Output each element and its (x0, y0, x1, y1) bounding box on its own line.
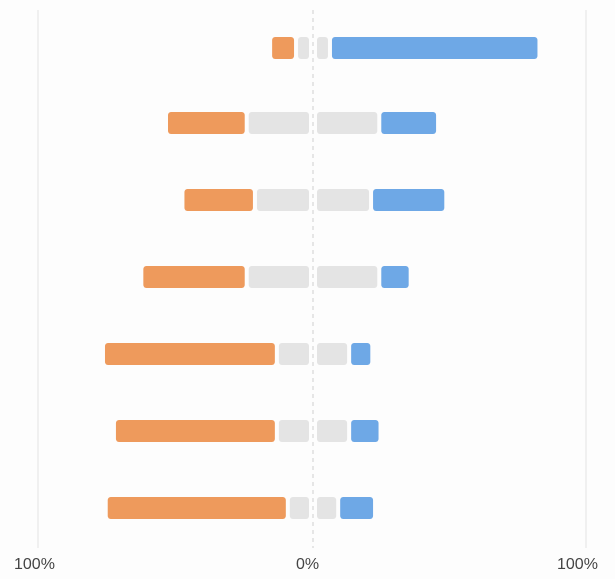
bar-row-4-positive (381, 266, 409, 288)
bar-row-1-positive (331, 37, 538, 59)
bar-row-5-neutral-positive (317, 343, 348, 365)
bar-row-1-neutral-negative (298, 37, 309, 59)
bar-row-2-neutral-negative (248, 112, 309, 134)
bar-row-4-negative (143, 266, 245, 288)
bar-row-4-neutral-negative (248, 266, 309, 288)
bar-row-2-positive (381, 112, 437, 134)
bar-row-1-neutral-positive (317, 37, 328, 59)
bar-row-6-neutral-positive (317, 420, 348, 442)
bar-row-3-neutral-negative (256, 189, 309, 211)
bar-row-2-neutral-positive (317, 112, 378, 134)
bar-row-6-neutral-negative (278, 420, 309, 442)
bar-row-7-positive (340, 497, 374, 519)
bar-row-3-negative (184, 189, 253, 211)
x-tick-label-left: 100% (14, 556, 55, 573)
bar-row-2-negative (168, 112, 245, 134)
bar-row-7-negative (107, 497, 286, 519)
bar-row-5-neutral-negative (278, 343, 309, 365)
x-tick-label-center: 0% (296, 556, 320, 573)
bar-row-6-positive (351, 420, 379, 442)
bar-row-1-negative (272, 37, 295, 59)
bar-row-5-positive (351, 343, 371, 365)
bar-row-7-neutral-positive (317, 497, 337, 519)
bar-row-5-negative (104, 343, 275, 365)
bar-row-3-positive (373, 189, 445, 211)
bar-row-3-neutral-positive (317, 189, 370, 211)
bar-row-6-negative (115, 420, 275, 442)
bar-row-4-neutral-positive (317, 266, 378, 288)
bar-row-7-neutral-negative (289, 497, 309, 519)
x-tick-label-right: 100% (557, 556, 598, 573)
